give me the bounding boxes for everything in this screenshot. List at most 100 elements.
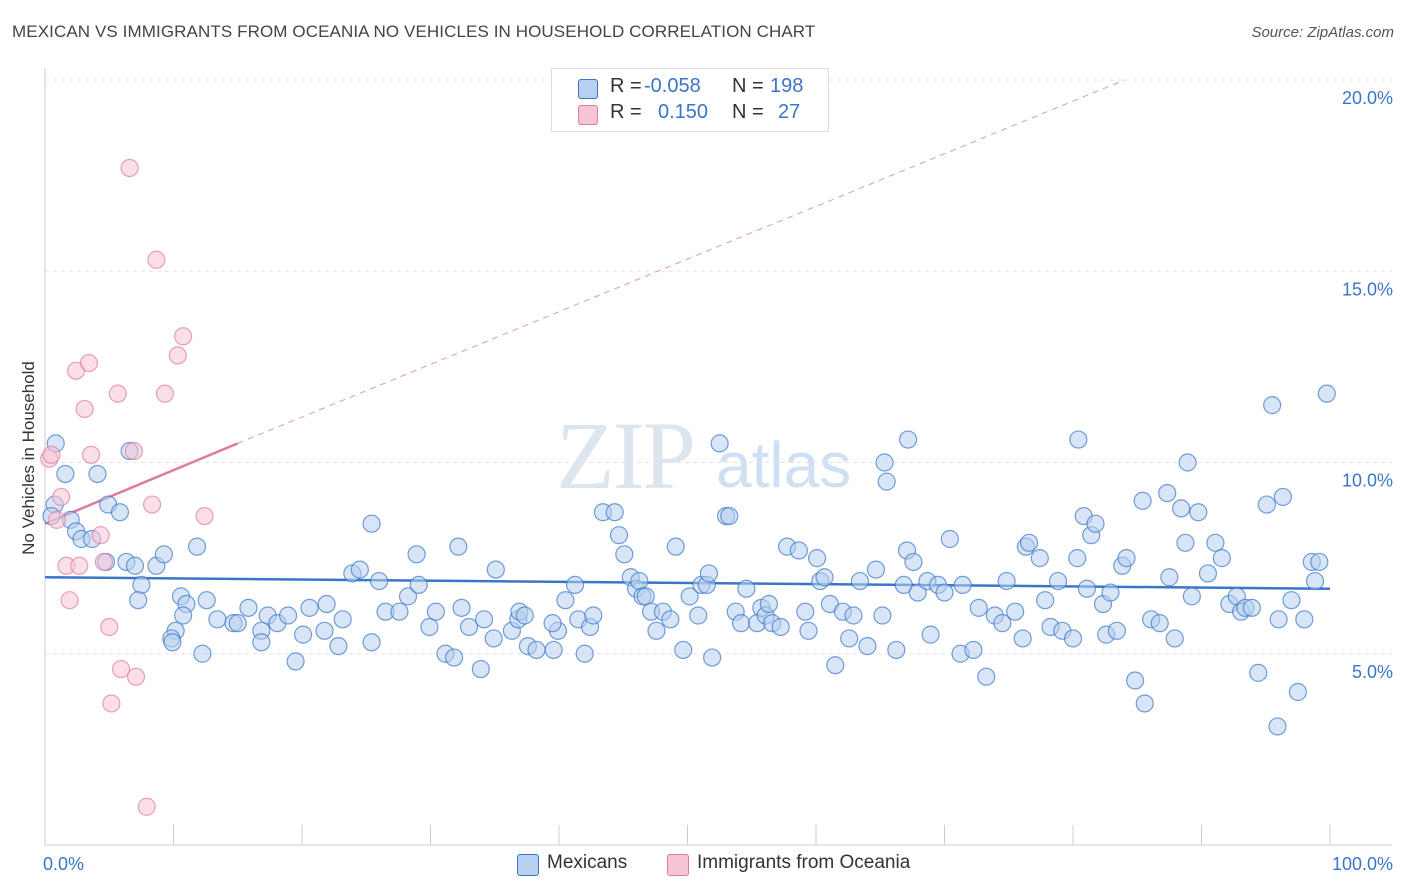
- point-mexicans: [362, 514, 381, 533]
- trend-lines: [44, 79, 1331, 590]
- point-mexicans: [208, 610, 227, 629]
- point-mexicans: [1068, 549, 1087, 568]
- point-mexicans: [873, 606, 892, 625]
- point-mexicans: [796, 602, 815, 621]
- point-oceania: [100, 617, 119, 637]
- point-mexicans: [125, 556, 145, 575]
- point-mexicans: [1069, 430, 1088, 449]
- point-mexicans: [129, 591, 148, 610]
- point-mexicans: [300, 598, 319, 617]
- point-oceania: [75, 399, 94, 419]
- point-oceania: [60, 591, 79, 610]
- legend-r-value-oceania: 0.150: [658, 101, 709, 123]
- point-oceania: [168, 346, 187, 365]
- point-mexicans: [1165, 629, 1184, 648]
- point-mexicans: [398, 587, 418, 606]
- point-mexicans: [1269, 610, 1288, 629]
- point-mexicans: [1212, 549, 1231, 568]
- point-mexicans: [866, 560, 886, 579]
- point-mexicans: [1257, 495, 1276, 514]
- point-mexicans: [1263, 396, 1282, 415]
- point-mexicans: [1249, 663, 1268, 682]
- x-tick-label-max: 100.0%: [1332, 854, 1393, 874]
- point-mexicans: [1176, 533, 1195, 552]
- bottom-legend-swatch-blue: [517, 854, 539, 876]
- point-mexicans: [1030, 549, 1049, 568]
- point-mexicans: [239, 598, 258, 617]
- point-mexicans: [997, 571, 1016, 591]
- point-mexicans: [584, 606, 603, 625]
- point-mexicans: [1273, 487, 1292, 507]
- point-mexicans: [544, 640, 563, 660]
- point-mexicans: [661, 610, 680, 629]
- legend-row-oceania: R = 0.150 N = 27: [552, 101, 828, 127]
- point-mexicans: [964, 640, 983, 660]
- point-mexicans: [850, 571, 870, 591]
- point-mexicans: [1268, 717, 1287, 736]
- trend-line-oceania-extension: [237, 79, 1125, 444]
- point-mexicans: [858, 636, 877, 656]
- point-oceania: [79, 353, 99, 373]
- point-mexicans: [1178, 453, 1197, 472]
- point-mexicans: [904, 552, 923, 572]
- legend-r-label: R =: [610, 75, 642, 97]
- legend-n-value-oceania: 27: [778, 101, 801, 123]
- point-mexicans: [789, 541, 808, 560]
- point-mexicans: [771, 617, 790, 637]
- bottom-legend-label-mexicans: Mexicans: [547, 852, 628, 873]
- bottom-legend-swatch-pink: [667, 854, 689, 876]
- point-mexicans: [390, 602, 409, 621]
- legend-r-value-mexicans: -0.058: [644, 75, 701, 97]
- point-mexicans: [1086, 514, 1105, 533]
- point-mexicans: [110, 503, 130, 522]
- point-mexicans: [88, 464, 107, 484]
- point-mexicans: [737, 579, 756, 598]
- point-mexicans: [163, 633, 182, 652]
- point-mexicans: [703, 648, 722, 667]
- source-label: Source: ZipAtlas.com: [1251, 24, 1394, 41]
- y-tick-label: 20.0%: [1342, 88, 1393, 108]
- point-mexicans: [844, 606, 863, 625]
- point-mexicans: [1063, 629, 1083, 648]
- point-mexicans: [605, 503, 624, 522]
- point-mexicans: [1189, 503, 1208, 522]
- point-mexicans: [921, 625, 940, 644]
- watermark-atlas: atlas: [716, 429, 852, 501]
- point-mexicans: [636, 587, 655, 606]
- watermark-zip: ZIP: [556, 402, 696, 509]
- point-mexicans: [935, 583, 954, 602]
- legend-swatch-pink: [578, 105, 598, 125]
- point-mexicans: [1182, 587, 1201, 606]
- point-mexicans: [993, 614, 1012, 633]
- point-mexicans: [565, 575, 585, 595]
- point-mexicans: [1295, 610, 1314, 629]
- point-mexicans: [556, 591, 575, 610]
- point-mexicans: [449, 537, 468, 556]
- point-mexicans: [426, 602, 445, 621]
- point-mexicans: [731, 614, 751, 633]
- point-oceania: [108, 384, 127, 403]
- point-mexicans: [969, 598, 988, 617]
- point-oceania: [155, 384, 175, 403]
- point-mexicans: [471, 659, 490, 679]
- point-mexicans: [252, 633, 271, 652]
- point-mexicans: [1242, 598, 1261, 617]
- point-mexicans: [1107, 621, 1127, 640]
- point-mexicans: [527, 640, 546, 660]
- series-mexicans: [42, 384, 1336, 736]
- point-mexicans: [887, 640, 906, 660]
- point-mexicans: [1310, 552, 1329, 572]
- point-mexicans: [1117, 549, 1136, 568]
- point-mexicans: [1048, 571, 1068, 591]
- series-oceania: [40, 158, 214, 816]
- trend-line-mexicans: [44, 576, 1331, 590]
- point-mexicans: [674, 640, 693, 660]
- point-mexicans: [452, 598, 471, 617]
- point-mexicans: [515, 606, 534, 625]
- point-oceania: [94, 552, 113, 572]
- point-mexicans: [575, 644, 594, 663]
- data-points: [40, 158, 1336, 816]
- point-mexicans: [799, 621, 818, 640]
- point-mexicans: [154, 545, 173, 564]
